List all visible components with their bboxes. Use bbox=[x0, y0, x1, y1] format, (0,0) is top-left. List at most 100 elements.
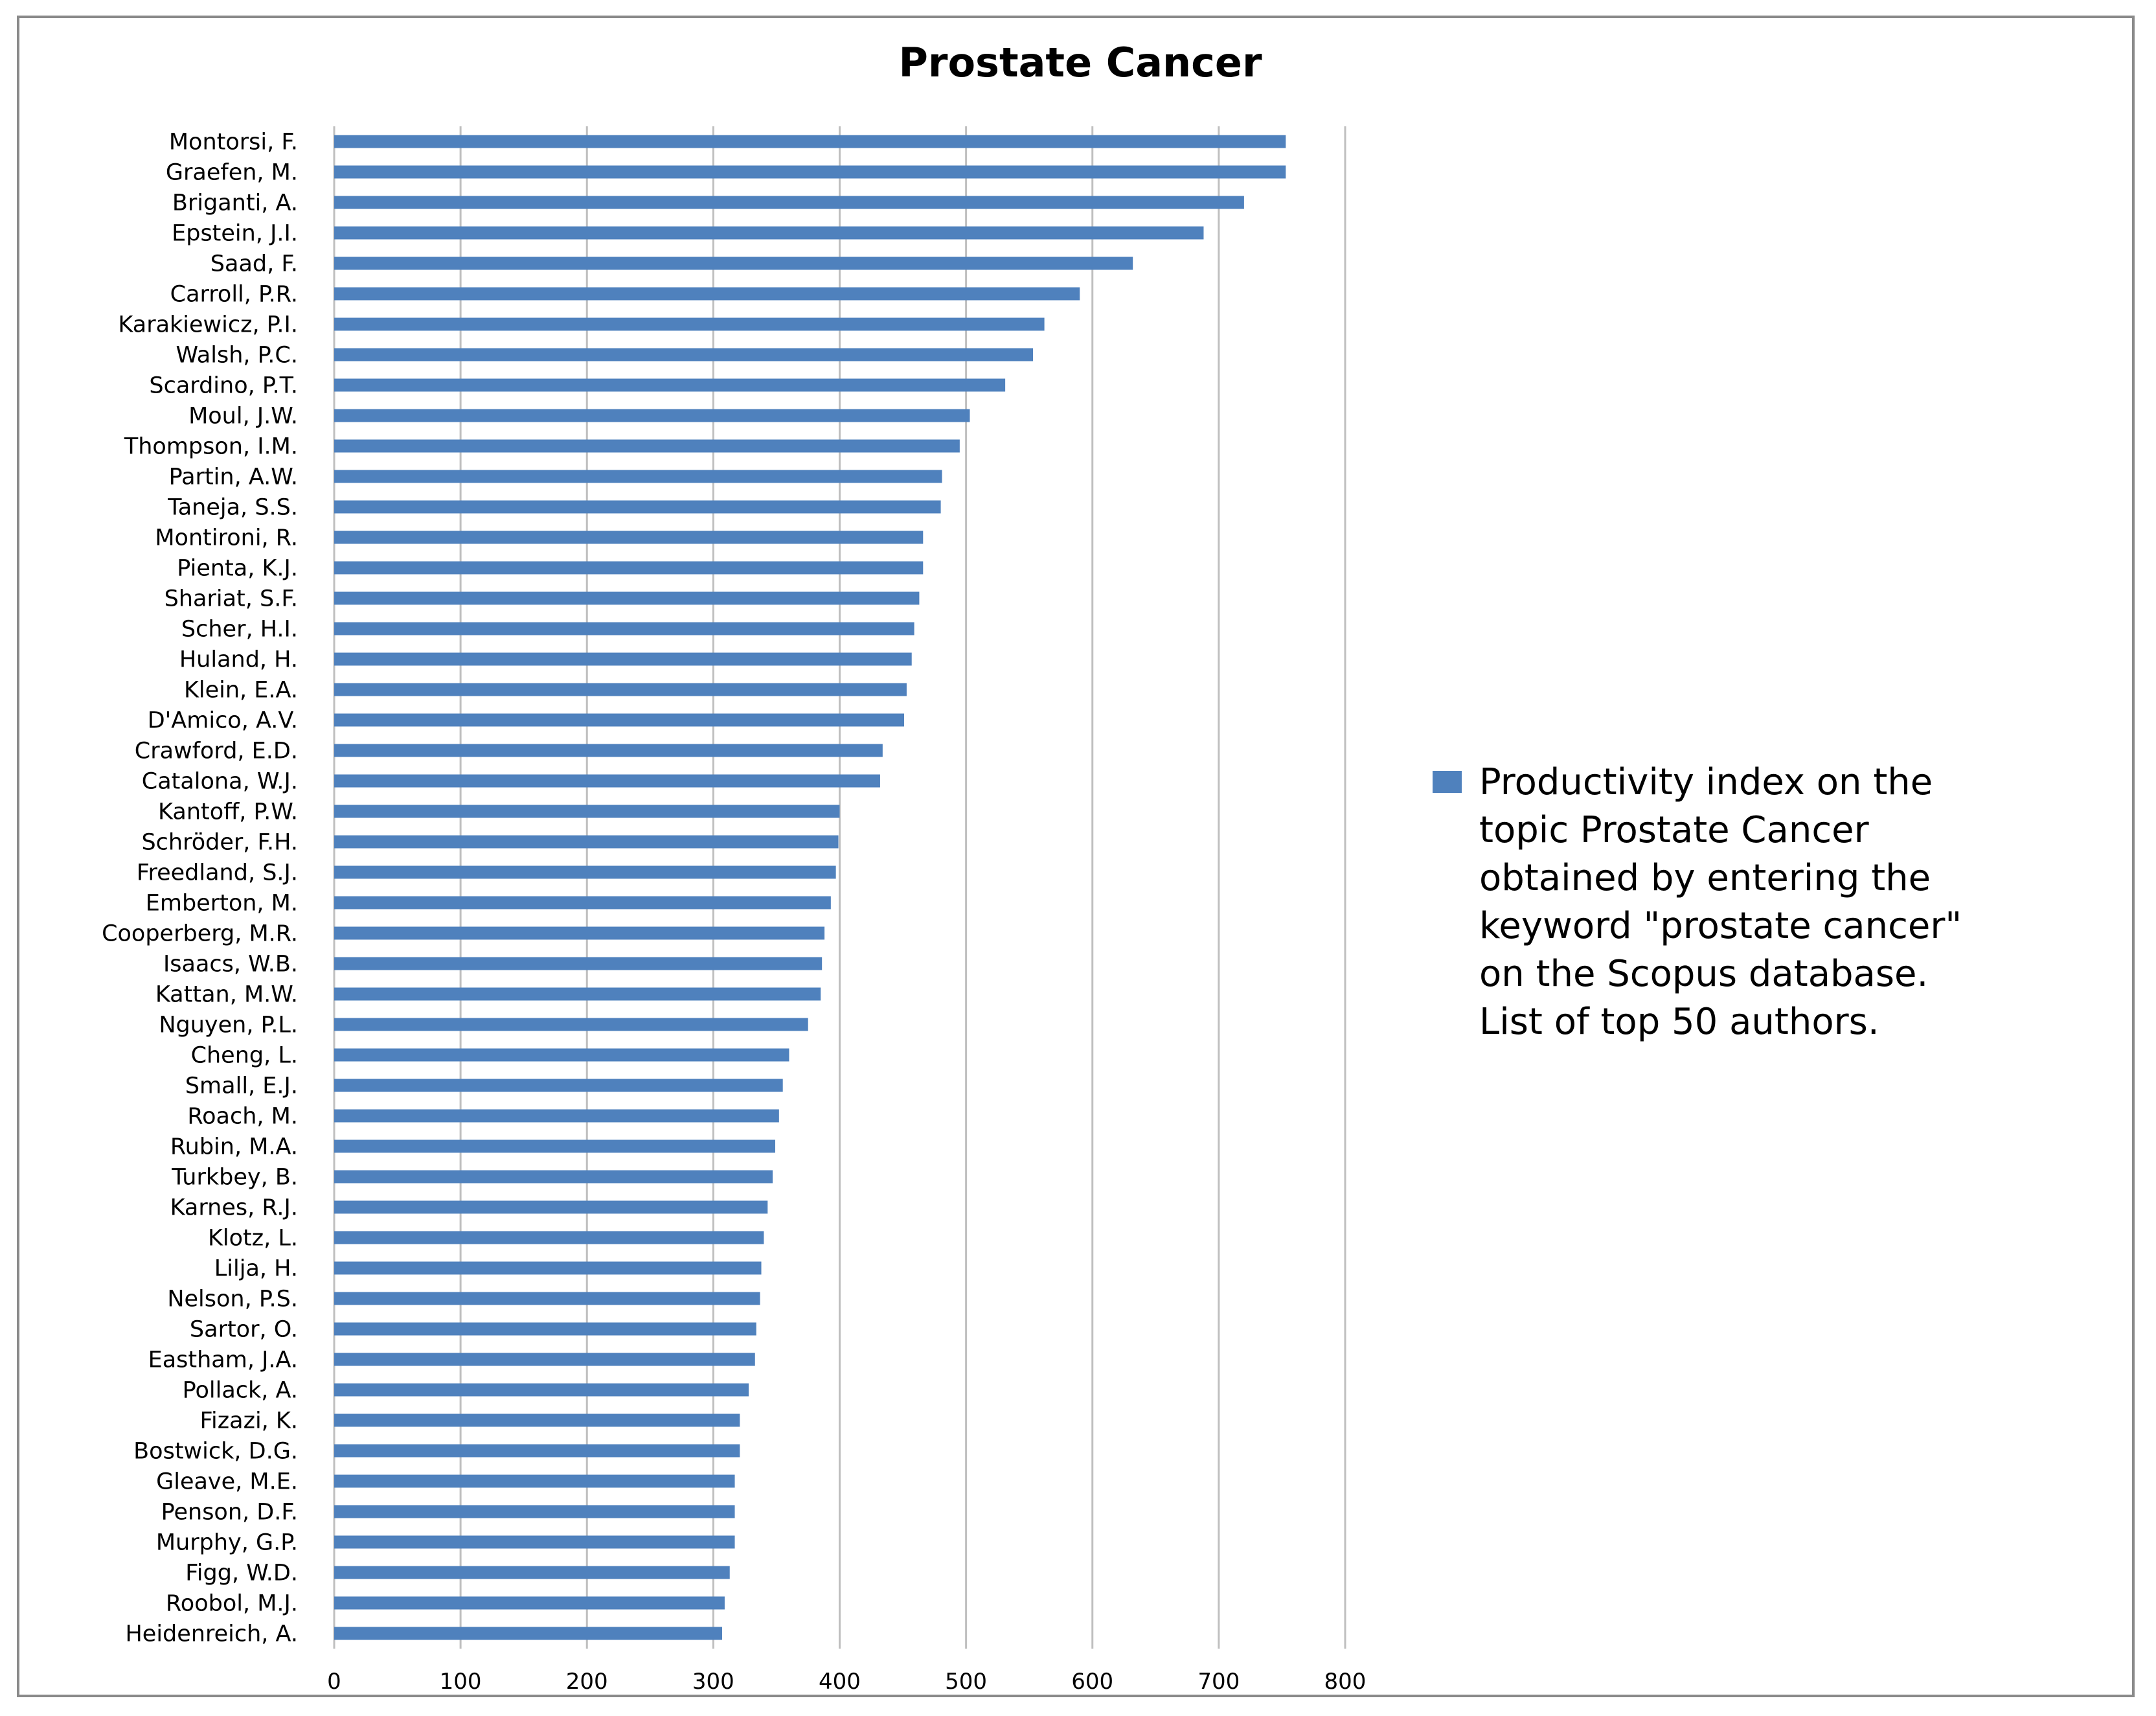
category-label: Kattan, M.W. bbox=[155, 982, 298, 1008]
x-tick-label: 400 bbox=[819, 1669, 861, 1695]
category-label: Nguyen, P.L. bbox=[159, 1012, 298, 1038]
category-label: Graefen, M. bbox=[166, 160, 298, 186]
category-label: Sartor, O. bbox=[190, 1317, 298, 1343]
bar bbox=[334, 1292, 760, 1305]
bar bbox=[334, 531, 924, 544]
category-label: Cheng, L. bbox=[191, 1043, 298, 1069]
bar bbox=[334, 987, 821, 1001]
bar bbox=[334, 1322, 756, 1336]
category-label: Schröder, F.H. bbox=[141, 830, 298, 856]
category-label: Karakiewicz, P.I. bbox=[118, 312, 298, 338]
category-label: Pienta, K.J. bbox=[177, 556, 298, 582]
x-tick-label: 100 bbox=[440, 1669, 482, 1695]
category-label: Shariat, S.F. bbox=[165, 586, 298, 612]
category-label: Huland, H. bbox=[179, 647, 298, 673]
x-tick-label: 700 bbox=[1197, 1669, 1240, 1695]
bar bbox=[334, 226, 1204, 240]
x-tick-label: 800 bbox=[1324, 1669, 1367, 1695]
bars bbox=[334, 135, 1286, 1640]
bar bbox=[334, 257, 1133, 270]
legend-swatch bbox=[1433, 771, 1462, 793]
bar bbox=[334, 1018, 808, 1031]
bar bbox=[334, 1139, 775, 1153]
category-label: Kantoff, P.W. bbox=[158, 799, 298, 825]
bar bbox=[334, 774, 880, 788]
category-label: Heidenreich, A. bbox=[125, 1621, 298, 1647]
bar bbox=[334, 1170, 773, 1184]
bar bbox=[334, 865, 836, 879]
category-label: Crawford, E.D. bbox=[135, 738, 298, 764]
bar bbox=[334, 1353, 755, 1366]
category-label: Saad, F. bbox=[210, 251, 298, 277]
bar bbox=[334, 835, 839, 849]
category-label: Rubin, M.A. bbox=[170, 1134, 298, 1160]
bar bbox=[334, 470, 942, 483]
category-label: Penson, D.F. bbox=[161, 1500, 298, 1526]
category-label: Emberton, M. bbox=[146, 891, 298, 917]
bar bbox=[334, 196, 1244, 209]
bar bbox=[334, 622, 914, 635]
category-label: Montironi, R. bbox=[155, 525, 298, 551]
category-label: Figg, W.D. bbox=[185, 1561, 298, 1586]
bar bbox=[334, 683, 907, 696]
bar bbox=[334, 896, 831, 909]
category-label: Cooperberg, M.R. bbox=[102, 921, 298, 947]
category-label: Gleave, M.E. bbox=[156, 1469, 298, 1495]
bar bbox=[334, 926, 825, 940]
category-label: Carroll, P.R. bbox=[170, 282, 298, 308]
bar bbox=[334, 652, 912, 666]
category-label: Klein, E.A. bbox=[184, 678, 298, 704]
x-tick-label: 500 bbox=[945, 1669, 987, 1695]
chart-title: Prostate Cancer bbox=[898, 39, 1262, 86]
legend: Productivity index on the topic Prostate … bbox=[1433, 761, 1962, 1043]
category-label: Walsh, P.C. bbox=[176, 343, 298, 369]
bar bbox=[334, 957, 823, 970]
bar bbox=[334, 1200, 768, 1214]
category-label: Murphy, G.P. bbox=[156, 1530, 298, 1556]
category-label: D'Amico, A.V. bbox=[148, 708, 298, 734]
x-tick-label: 200 bbox=[566, 1669, 608, 1695]
bar bbox=[334, 561, 924, 575]
x-tick-labels: 0 100 200 300 400 500 600 700 800 bbox=[327, 1669, 1366, 1695]
bar bbox=[334, 744, 883, 757]
category-label: Briganti, A. bbox=[172, 190, 298, 216]
category-label: Small, E.J. bbox=[185, 1073, 298, 1099]
category-label: Klotz, L. bbox=[208, 1226, 298, 1252]
category-label: Turkbey, B. bbox=[171, 1165, 298, 1191]
category-label: Karnes, R.J. bbox=[170, 1195, 298, 1221]
bar bbox=[334, 1413, 740, 1427]
bar bbox=[334, 1079, 783, 1092]
bar bbox=[334, 1535, 735, 1549]
bar bbox=[334, 378, 1006, 392]
bar bbox=[334, 1596, 725, 1610]
category-label: Roach, M. bbox=[187, 1104, 298, 1130]
category-label: Moul, J.W. bbox=[188, 404, 298, 429]
category-label: Taneja, S.S. bbox=[167, 495, 298, 521]
category-label: Thompson, I.M. bbox=[124, 434, 298, 460]
category-label: Fizazi, K. bbox=[199, 1408, 298, 1434]
category-label: Nelson, P.S. bbox=[167, 1287, 298, 1312]
legend-entry: Productivity index on the topic Prostate … bbox=[1479, 761, 1962, 1043]
bar bbox=[334, 409, 970, 422]
category-label: Partin, A.W. bbox=[169, 464, 298, 490]
bar bbox=[334, 1261, 762, 1275]
category-label: Roobol, M.J. bbox=[166, 1591, 298, 1617]
category-label: Scardino, P.T. bbox=[149, 373, 298, 399]
category-label: Montorsi, F. bbox=[169, 130, 298, 155]
category-label: Freedland, S.J. bbox=[137, 860, 298, 886]
bar bbox=[334, 1048, 789, 1062]
bar bbox=[334, 1505, 735, 1518]
category-label: Bostwick, D.G. bbox=[133, 1439, 298, 1465]
category-label: Isaacs, W.B. bbox=[163, 952, 298, 978]
bar bbox=[334, 591, 920, 605]
category-label: Scher, H.I. bbox=[181, 617, 298, 643]
category-label: Epstein, J.I. bbox=[172, 221, 298, 247]
category-label: Eastham, J.A. bbox=[148, 1347, 298, 1373]
bar bbox=[334, 1566, 730, 1579]
bar bbox=[334, 165, 1286, 179]
bar bbox=[334, 1474, 735, 1488]
category-label: Lilja, H. bbox=[214, 1256, 298, 1282]
category-label: Pollack, A. bbox=[183, 1378, 298, 1404]
bar bbox=[334, 287, 1080, 301]
